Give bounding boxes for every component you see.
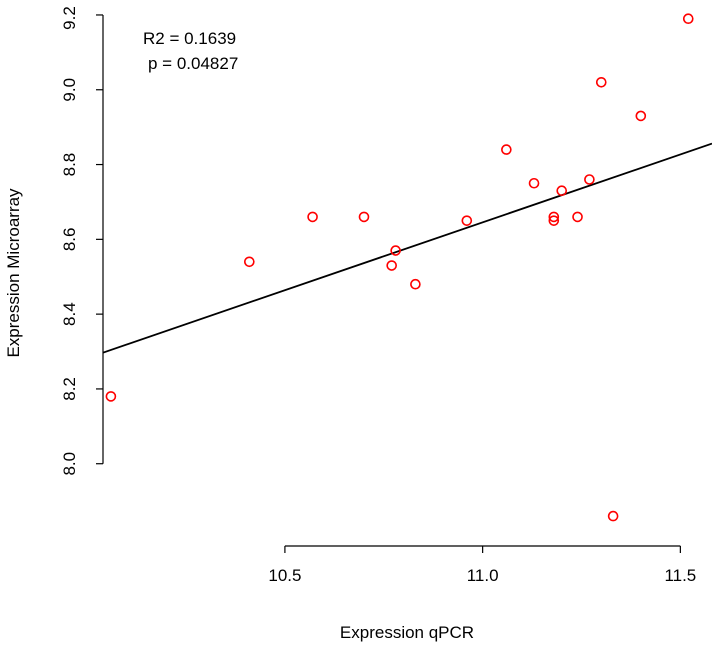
y-tick-label: 9.2 [60, 6, 79, 30]
regression-line [103, 142, 712, 354]
data-point [386, 260, 397, 271]
y-tick-label: 8.2 [60, 377, 79, 401]
x-tick-label: 11.5 [664, 566, 696, 585]
data-point [410, 278, 421, 290]
y-tick-label: 8.0 [60, 452, 79, 476]
p-value-annotation: p = 0.04827 [148, 54, 238, 73]
x-axis-title: Expression qPCR [340, 623, 474, 642]
r2-annotation: R2 = 0.1639 [143, 29, 236, 48]
y-tick-label: 8.8 [60, 153, 79, 177]
data-point [595, 76, 607, 88]
y-axis-title: Expression Microarray [4, 188, 23, 358]
data-point [635, 110, 647, 122]
data-point [105, 391, 117, 402]
data-point [528, 177, 540, 189]
x-tick-label: 10.5 [268, 566, 301, 585]
data-point [548, 211, 560, 223]
y-tick-label: 8.4 [60, 302, 79, 326]
data-point [584, 174, 595, 185]
data-point [461, 215, 473, 226]
data-point [501, 144, 512, 155]
x-tick-label: 11.0 [467, 566, 499, 585]
data-point [358, 211, 370, 223]
data-point [244, 256, 255, 268]
data-point [572, 211, 583, 223]
data-point [548, 215, 560, 226]
y-tick-label: 9.0 [60, 78, 79, 102]
y-tick-label: 8.6 [60, 228, 79, 252]
data-point [307, 211, 318, 223]
data-point [607, 510, 619, 522]
data-point [682, 13, 694, 24]
data-point [556, 185, 568, 197]
data-point [390, 245, 401, 256]
